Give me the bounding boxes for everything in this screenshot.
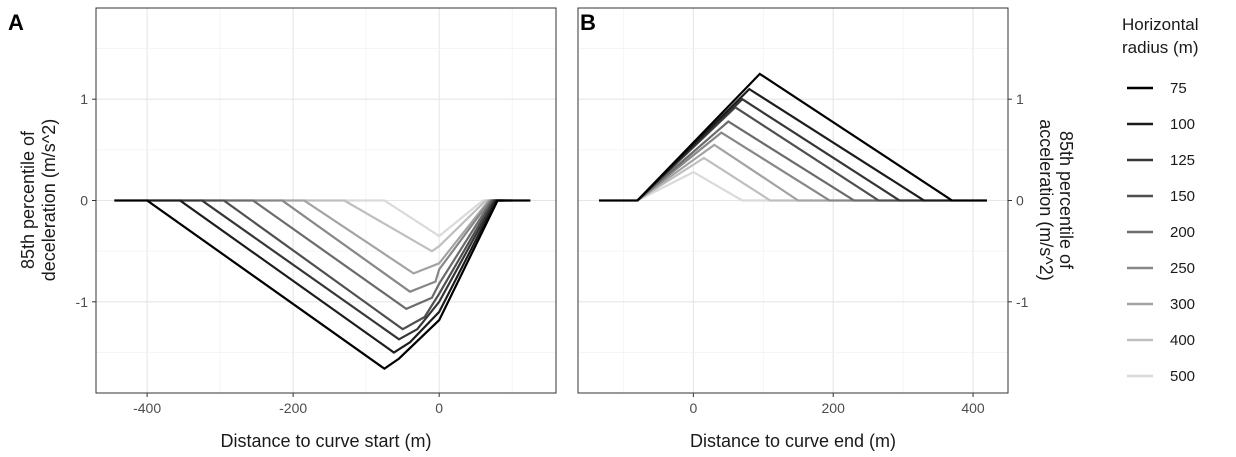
panel-b-x-axis-title: Distance to curve end (m) — [690, 431, 896, 451]
panel-a-y-axis-title-line1: 85th percentile of — [18, 130, 38, 269]
panel-a-x-tick-label: -200 — [279, 400, 307, 416]
panel-b-x-tick-label: 0 — [689, 400, 697, 416]
panel-a-x-ticks: -400 -200 0 — [133, 393, 443, 416]
panel-a-y-tick-label: 0 — [80, 193, 88, 209]
legend-title-line2: radius (m) — [1122, 38, 1199, 57]
panel-b-y-tick-label: 0 — [1016, 193, 1024, 209]
panel-a-lines — [114, 199, 531, 371]
panel-b-y-tick-label: -1 — [1016, 294, 1029, 310]
panel-b-series-line-500 — [636, 170, 771, 202]
panel-a-tag: A — [8, 10, 24, 35]
panel-a-series-line-250 — [253, 199, 497, 293]
legend-label-200: 200 — [1170, 224, 1195, 241]
legend-label-500: 500 — [1170, 368, 1195, 385]
panel-b-series-line-125 — [636, 97, 925, 202]
panel-b-y-tick-label: 1 — [1016, 91, 1024, 107]
panel-a-series-line-100 — [147, 199, 513, 354]
legend-title-line1: Horizontal — [1122, 15, 1199, 34]
legend: Horizontal radius (m) 75 100 125 150 200 250 3… — [1122, 15, 1199, 385]
panel-b-y-ticks: -1 0 1 — [1008, 91, 1029, 310]
panel-b-y-axis-title-line1: 85th percentile of — [1056, 131, 1076, 270]
panel-a-series-line-400 — [304, 199, 492, 253]
panel-b-series-line-200 — [636, 120, 879, 202]
panel-b-series-line-300 — [636, 143, 830, 202]
panel-a-series-line-200 — [223, 199, 498, 311]
legend-label-125: 125 — [1170, 152, 1195, 169]
panel-b-series-line-250 — [636, 131, 855, 202]
panel-a-x-axis-title: Distance to curve start (m) — [220, 431, 431, 451]
panel-b-series-line-100 — [636, 87, 953, 202]
panel-a-series-line-150 — [201, 199, 502, 331]
panel-a-x-tick-label: -400 — [133, 400, 161, 416]
panel-a-series-line-75 — [114, 199, 531, 371]
panel-a-x-tick-label: 0 — [435, 400, 443, 416]
panel-a-series-line-125 — [180, 199, 505, 341]
legend-label-400: 400 — [1170, 332, 1195, 349]
legend-label-100: 100 — [1170, 116, 1195, 133]
panel-b-series-line-400 — [636, 156, 799, 202]
panel-a: -400 -200 0 -1 0 1 A Distance to curve start… — [8, 7, 557, 451]
legend-items: 75 100 125 150 200 250 300 400 500 — [1127, 80, 1195, 385]
legend-label-150: 150 — [1170, 188, 1195, 205]
panel-a-y-ticks: -1 0 1 — [76, 91, 96, 310]
panel-a-y-tick-label: -1 — [76, 294, 89, 310]
panel-b-x-tick-label: 200 — [822, 400, 846, 416]
panel-b-x-tick-label: 400 — [961, 400, 985, 416]
panel-b-series-line-75 — [599, 72, 987, 202]
panel-b-x-ticks: 0 200 400 — [689, 393, 985, 416]
legend-label-300: 300 — [1170, 296, 1195, 313]
legend-label-75: 75 — [1170, 80, 1187, 97]
panel-a-y-tick-label: 1 — [80, 91, 88, 107]
panel-b-y-axis-title-line2: acceleration (m/s^2) — [1036, 119, 1056, 281]
panel-b: 0 200 400 -1 0 1 B Distance to curve end (m)… — [577, 7, 1076, 451]
legend-label-250: 250 — [1170, 260, 1195, 277]
panel-b-lines — [599, 72, 987, 202]
panel-b-tag: B — [580, 10, 596, 35]
panel-a-y-axis-title-line2: deceleration (m/s^2) — [39, 119, 59, 282]
